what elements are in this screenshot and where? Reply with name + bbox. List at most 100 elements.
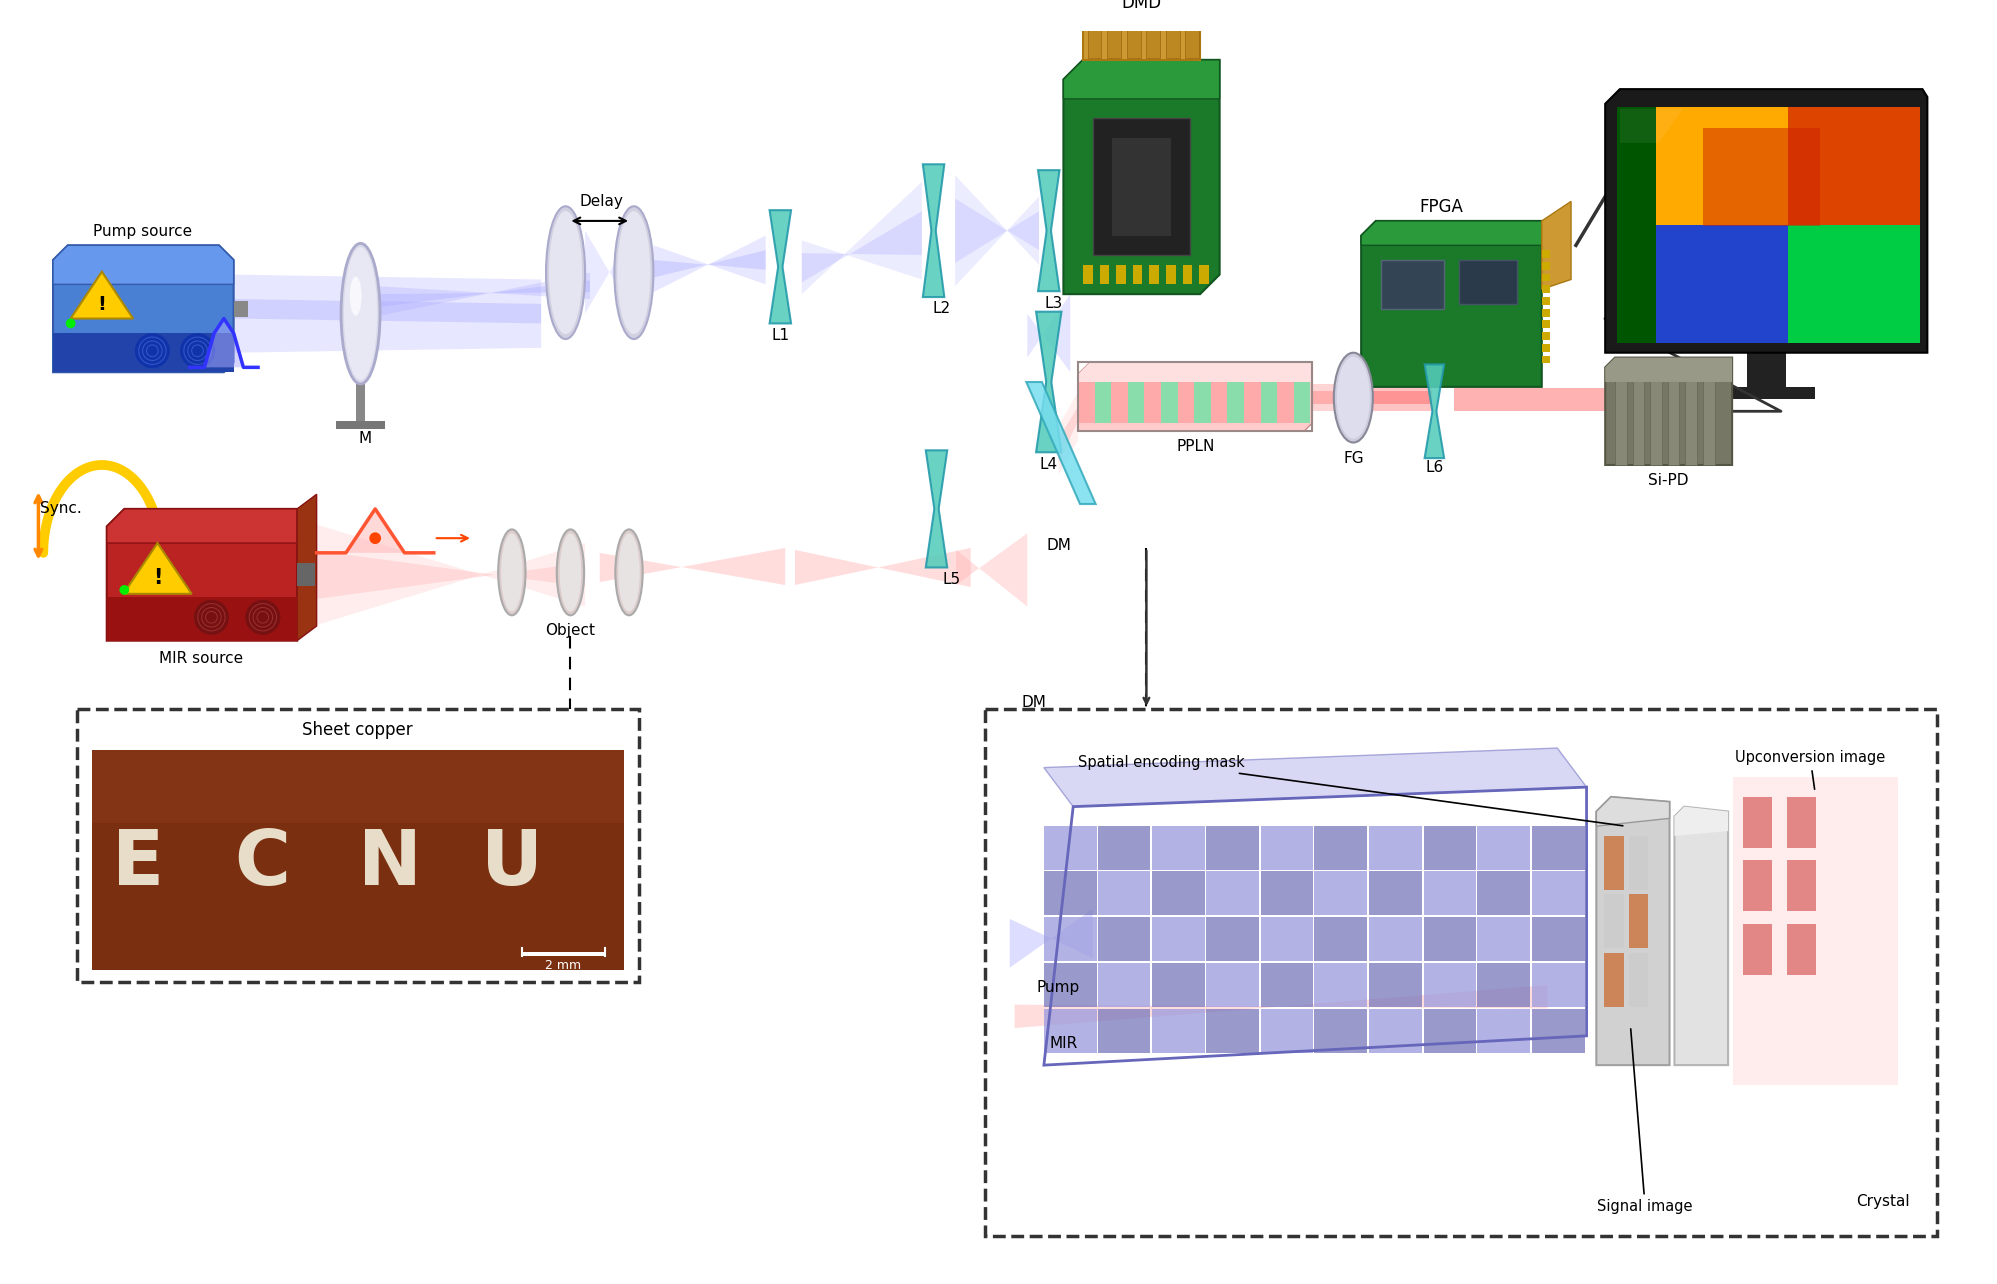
Bar: [1152, 963, 1204, 1007]
Bar: [1260, 871, 1314, 915]
Ellipse shape: [549, 211, 583, 334]
Bar: [1160, 383, 1178, 422]
Bar: [1424, 871, 1476, 915]
Bar: [1314, 826, 1368, 871]
Bar: [1787, 860, 1815, 912]
Bar: [1088, 19, 1102, 58]
Bar: [335, 421, 385, 429]
Bar: [1604, 836, 1624, 890]
Text: L1: L1: [771, 327, 789, 343]
Polygon shape: [54, 245, 234, 284]
Text: Object: Object: [545, 624, 595, 638]
Text: Sheet copper: Sheet copper: [302, 722, 413, 740]
Bar: [1144, 383, 1160, 422]
Bar: [1150, 265, 1158, 284]
Bar: [1747, 353, 1785, 386]
Bar: [1312, 390, 1334, 404]
Polygon shape: [803, 211, 923, 282]
Bar: [1424, 826, 1476, 871]
Bar: [1182, 265, 1192, 284]
Bar: [1314, 917, 1368, 960]
Polygon shape: [1729, 782, 1903, 1080]
Text: Si-PD: Si-PD: [1648, 473, 1689, 488]
Bar: [1044, 1009, 1096, 1053]
Bar: [1108, 19, 1120, 58]
Bar: [1478, 963, 1530, 1007]
Text: E: E: [112, 827, 164, 901]
Polygon shape: [298, 519, 585, 630]
Polygon shape: [234, 299, 541, 324]
Polygon shape: [1362, 221, 1542, 245]
Bar: [1198, 265, 1208, 284]
Bar: [1542, 273, 1550, 281]
Polygon shape: [1727, 787, 1907, 1075]
Text: Sync.: Sync.: [40, 501, 82, 516]
Polygon shape: [1078, 362, 1312, 383]
Bar: [1787, 107, 1919, 225]
Ellipse shape: [343, 248, 377, 380]
Polygon shape: [1733, 777, 1897, 1085]
Bar: [1532, 871, 1586, 915]
Text: Spatial encoding mask: Spatial encoding mask: [1078, 755, 1624, 826]
Bar: [1152, 917, 1204, 960]
Bar: [1370, 917, 1422, 960]
Bar: [1532, 826, 1586, 871]
Bar: [1542, 297, 1550, 304]
Bar: [1112, 137, 1170, 235]
Bar: [1478, 1009, 1530, 1053]
Bar: [1532, 1009, 1586, 1053]
Polygon shape: [54, 245, 234, 372]
Bar: [1128, 383, 1144, 422]
Ellipse shape: [617, 211, 651, 334]
Polygon shape: [1606, 357, 1731, 383]
Text: L5: L5: [943, 571, 961, 587]
Bar: [1260, 383, 1278, 422]
Text: !: !: [154, 569, 162, 588]
Bar: [1370, 963, 1422, 1007]
Polygon shape: [379, 280, 589, 307]
Polygon shape: [124, 543, 192, 593]
Bar: [1152, 826, 1204, 871]
Polygon shape: [803, 182, 923, 294]
Ellipse shape: [1334, 353, 1372, 443]
Polygon shape: [1078, 362, 1312, 431]
Text: Signal image: Signal image: [1598, 1028, 1693, 1215]
Polygon shape: [1064, 60, 1220, 99]
Bar: [1380, 259, 1444, 308]
Bar: [1152, 871, 1204, 915]
Text: U: U: [481, 827, 543, 901]
Polygon shape: [1721, 797, 1917, 1066]
Text: FG: FG: [1344, 451, 1364, 466]
Bar: [1044, 917, 1096, 960]
Bar: [1454, 388, 1606, 411]
Ellipse shape: [557, 529, 583, 615]
Bar: [1478, 826, 1530, 871]
Polygon shape: [1673, 806, 1727, 836]
Bar: [1260, 1009, 1314, 1053]
Bar: [1044, 871, 1096, 915]
Bar: [1166, 265, 1176, 284]
Polygon shape: [1606, 89, 1927, 353]
Bar: [1685, 357, 1697, 465]
Bar: [1542, 285, 1550, 293]
Polygon shape: [298, 494, 318, 641]
Bar: [1166, 19, 1180, 58]
Ellipse shape: [246, 600, 280, 634]
Polygon shape: [1026, 383, 1096, 505]
Bar: [1703, 357, 1715, 465]
Polygon shape: [1010, 909, 1092, 968]
Text: Pump: Pump: [1036, 980, 1080, 995]
Bar: [1656, 107, 1787, 225]
Polygon shape: [585, 231, 633, 313]
Bar: [1478, 871, 1530, 915]
Bar: [1667, 357, 1679, 465]
Bar: [1424, 917, 1476, 960]
Bar: [1532, 963, 1586, 1007]
Bar: [1294, 383, 1310, 422]
Ellipse shape: [136, 333, 170, 369]
Bar: [234, 300, 248, 317]
Text: MIR source: MIR source: [160, 651, 244, 666]
Polygon shape: [1424, 365, 1444, 458]
Text: L4: L4: [1040, 457, 1058, 473]
Ellipse shape: [615, 529, 643, 615]
